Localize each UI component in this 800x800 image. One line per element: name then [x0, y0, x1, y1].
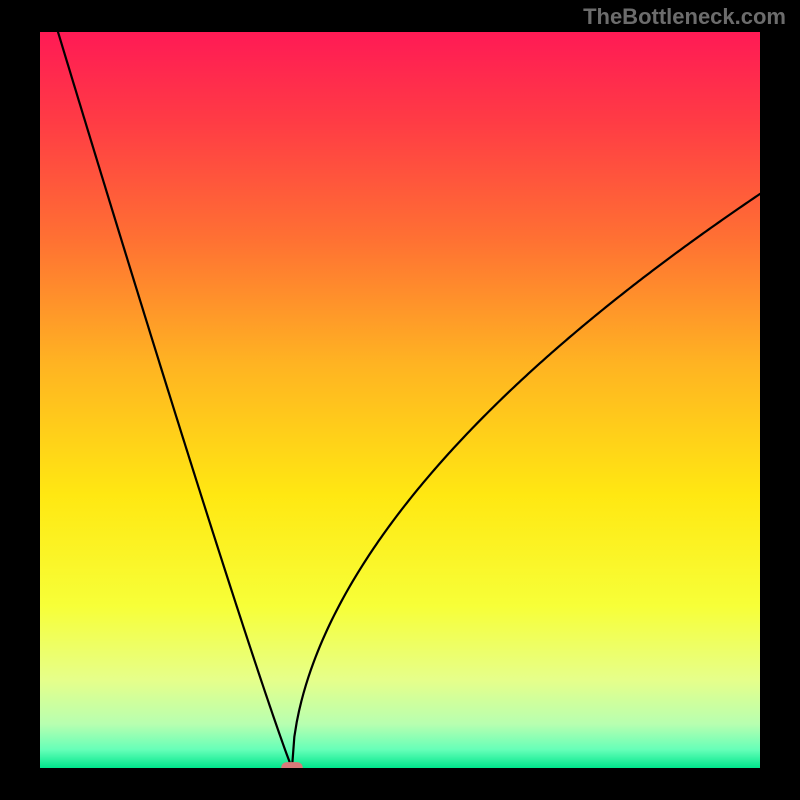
watermark: TheBottleneck.com [583, 4, 786, 30]
optimal-marker [281, 762, 303, 768]
chart-svg [40, 32, 760, 768]
chart-background [40, 32, 760, 768]
chart-plot-area [40, 32, 760, 768]
